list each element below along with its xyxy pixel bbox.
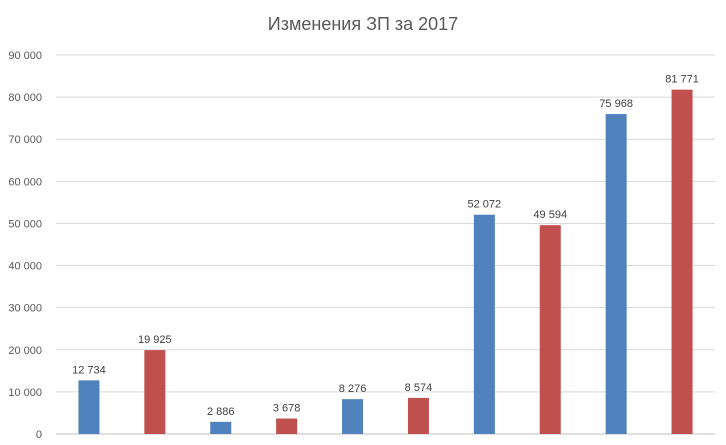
y-tick-label: 60 000 bbox=[8, 176, 42, 188]
y-tick-label: 90 000 bbox=[8, 50, 42, 62]
y-tick-label: 80 000 bbox=[8, 92, 42, 104]
bars bbox=[78, 89, 693, 435]
data-label-6: 8 574 bbox=[405, 382, 433, 394]
data-label-3: 2 886 bbox=[207, 406, 235, 418]
y-axis-ticks: 0 10 000 20 000 30 000 40 000 50 000 60 000 70 … bbox=[8, 50, 42, 441]
bar-1 bbox=[78, 380, 100, 434]
data-label-1: 12 734 bbox=[72, 364, 106, 376]
bar-10 bbox=[671, 89, 693, 435]
y-tick-label: 50 000 bbox=[8, 218, 42, 230]
y-tick-label: 70 000 bbox=[8, 134, 42, 146]
y-tick-label: 10 000 bbox=[8, 387, 42, 399]
bar-8 bbox=[539, 225, 561, 434]
data-label-7: 52 072 bbox=[468, 199, 502, 211]
bar-2 bbox=[144, 350, 166, 434]
bar-6 bbox=[407, 397, 429, 434]
gridlines bbox=[56, 54, 715, 435]
bar-9 bbox=[605, 114, 627, 435]
y-tick-label: 30 000 bbox=[8, 303, 42, 315]
chart-title: Изменения ЗП за 2017 bbox=[268, 14, 458, 34]
data-label-2: 19 925 bbox=[138, 334, 172, 346]
y-tick-label: 40 000 bbox=[8, 261, 42, 273]
y-tick-label: 20 000 bbox=[8, 345, 42, 357]
data-label-5: 8 276 bbox=[339, 383, 367, 395]
data-label-4: 3 678 bbox=[273, 403, 301, 415]
data-labels: 12 734 19 925 2 886 3 678 8 276 8 574 52 072 49… bbox=[72, 74, 699, 418]
data-label-9: 75 968 bbox=[599, 98, 633, 110]
bar-4 bbox=[276, 418, 298, 434]
data-label-8: 49 594 bbox=[533, 209, 567, 221]
bar-3 bbox=[210, 421, 232, 434]
bar-7 bbox=[473, 214, 495, 434]
bar-5 bbox=[342, 399, 364, 434]
data-label-10: 81 771 bbox=[665, 74, 699, 86]
y-tick-label: 0 bbox=[36, 429, 42, 441]
